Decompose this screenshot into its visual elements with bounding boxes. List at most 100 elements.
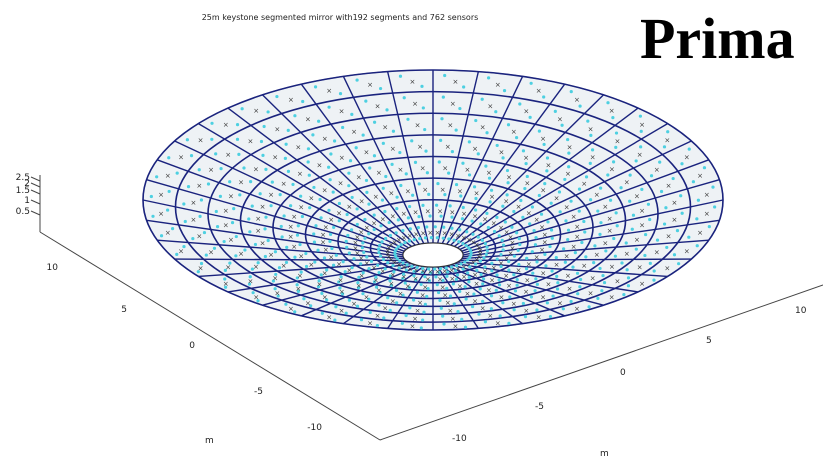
right-axis-tick-label: -10	[452, 434, 467, 444]
sensor	[531, 272, 534, 275]
sensor	[518, 102, 521, 105]
sensor	[317, 120, 320, 123]
sensor	[440, 215, 443, 218]
sensor	[414, 161, 417, 164]
sensor	[281, 235, 284, 238]
sensor	[398, 259, 401, 262]
sensor-mark: ×	[639, 280, 645, 288]
plot-title: 25m keystone segmented mirror with192 se…	[202, 13, 479, 22]
sensor	[392, 270, 395, 273]
sensor	[442, 322, 445, 325]
sensor	[334, 305, 337, 308]
sensor	[347, 184, 350, 187]
sensor	[242, 166, 245, 169]
sensor	[639, 145, 642, 148]
sensor-mark: ×	[540, 294, 546, 302]
sensor	[389, 234, 392, 237]
sensor-mark: ×	[574, 96, 580, 104]
sensor-mark: ×	[367, 320, 373, 328]
sensor	[249, 180, 252, 183]
sensor	[461, 162, 464, 165]
sensor-mark: ×	[452, 78, 458, 86]
sensor	[382, 316, 385, 319]
sensor	[680, 162, 683, 165]
sensor-mark: ×	[498, 149, 504, 157]
sensor-mark: ×	[338, 180, 344, 188]
sensor	[190, 154, 193, 157]
sensor	[526, 175, 529, 178]
sensor-mark: ×	[255, 227, 261, 235]
sensor-mark: ×	[571, 243, 577, 251]
sensor	[312, 186, 315, 189]
sensor	[318, 198, 321, 201]
sensor	[578, 285, 581, 288]
z-tick-label: 0.5	[16, 207, 30, 217]
sensor-mark: ×	[472, 271, 478, 279]
sensor-mark: ×	[588, 289, 594, 297]
sensor	[235, 235, 238, 238]
sensor-mark: ×	[274, 289, 280, 297]
sensor	[373, 121, 376, 124]
sensor-mark: ×	[328, 254, 334, 262]
sensor-mark: ×	[602, 203, 608, 211]
sensor	[455, 278, 458, 281]
sensor-mark: ×	[288, 305, 294, 313]
sensor	[596, 297, 599, 300]
sensor	[563, 178, 566, 181]
sensor	[241, 107, 244, 110]
sensor	[443, 193, 446, 196]
sensor	[297, 224, 300, 227]
sensor	[296, 234, 299, 237]
sensor-mark: ×	[364, 260, 370, 268]
sensor	[643, 254, 646, 257]
sensor	[259, 192, 262, 195]
sensor	[580, 241, 583, 244]
sensor-mark: ×	[442, 165, 448, 173]
sensor	[410, 139, 413, 142]
sensor	[653, 269, 656, 272]
sensor	[207, 182, 210, 185]
sensor	[434, 275, 437, 278]
sensor-mark: ×	[413, 209, 419, 217]
sensor	[479, 222, 482, 225]
sensor	[474, 119, 477, 122]
sensor-mark: ×	[637, 151, 643, 159]
sensor	[468, 265, 471, 268]
sensor-mark: ×	[581, 180, 587, 188]
sensor-mark: ×	[564, 204, 570, 212]
sensor-mark: ×	[624, 250, 630, 258]
sensor	[542, 95, 545, 98]
sensor	[388, 279, 391, 282]
sensor	[377, 251, 380, 254]
sensor	[426, 171, 429, 174]
sensor	[615, 211, 618, 214]
sensor-mark: ×	[440, 186, 446, 194]
sensor-mark: ×	[382, 124, 388, 132]
sensor	[203, 231, 206, 234]
sensor	[274, 287, 277, 290]
sensor-mark: ×	[666, 232, 672, 240]
sensor	[279, 193, 282, 196]
sensor	[542, 143, 545, 146]
sensor	[275, 95, 278, 98]
sensor	[453, 239, 456, 242]
sensor	[545, 169, 548, 172]
sensor-mark: ×	[571, 213, 577, 221]
sensor-mark: ×	[564, 252, 570, 260]
sensor	[647, 203, 650, 206]
sensor	[329, 152, 332, 155]
sensor	[332, 264, 335, 267]
sensor	[349, 159, 352, 162]
sensor	[287, 170, 290, 173]
sensor	[333, 139, 336, 142]
sensor-mark: ×	[225, 151, 231, 159]
left-axis-tick-label: -5	[254, 387, 263, 397]
sensor-mark: ×	[634, 192, 640, 200]
sensor	[461, 217, 464, 220]
sensor	[501, 156, 504, 159]
sensor	[640, 130, 643, 133]
sensor-mark: ×	[442, 291, 448, 299]
sensor	[445, 266, 448, 269]
left-axis-tick-label: 5	[121, 305, 127, 315]
sensor	[465, 244, 468, 247]
